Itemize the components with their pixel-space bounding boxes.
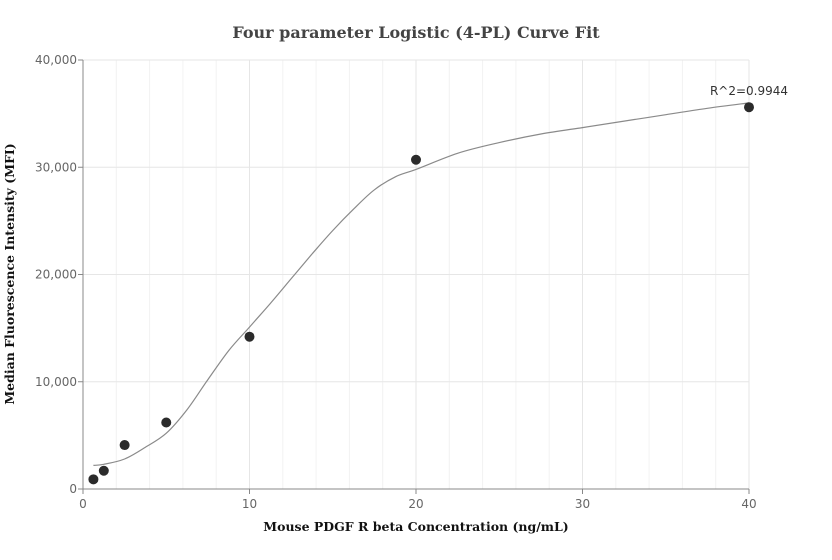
data-point (119, 440, 130, 451)
data-point (98, 465, 109, 476)
y-tick-label: 0 (69, 482, 77, 496)
chart-title: Four parameter Logistic (4-PL) Curve Fit (232, 23, 600, 42)
data-point (244, 331, 255, 342)
fit-curve-group (93, 102, 750, 466)
x-tick-label: 20 (408, 497, 423, 511)
y-tick-label: 30,000 (35, 160, 77, 174)
tick-labels: 0 10 20 30 40 0 10,000 20,000 30,000 40,000 (35, 53, 757, 511)
y-tick-label: 10,000 (35, 375, 77, 389)
x-tick-label: 40 (741, 497, 756, 511)
grid-lines (83, 59, 750, 489)
x-axis-title: Mouse PDGF R beta Concentration (ng/mL) (263, 519, 568, 534)
data-point (744, 102, 754, 113)
x-tick-label: 30 (575, 497, 590, 511)
x-tick-label: 0 (79, 497, 87, 511)
data-points (88, 102, 754, 485)
fit-curve (93, 102, 750, 466)
x-tick-label: 10 (242, 497, 257, 511)
data-point (88, 474, 99, 485)
data-point (411, 154, 421, 165)
data-point (161, 417, 172, 428)
y-axis-title: Median Fluorescence Intensity (MFI) (2, 143, 17, 404)
y-tick-label: 40,000 (35, 53, 77, 67)
y-tick-label: 20,000 (35, 268, 77, 282)
r-squared-annotation: R^2=0.9944 (710, 84, 788, 98)
axes (78, 59, 750, 494)
